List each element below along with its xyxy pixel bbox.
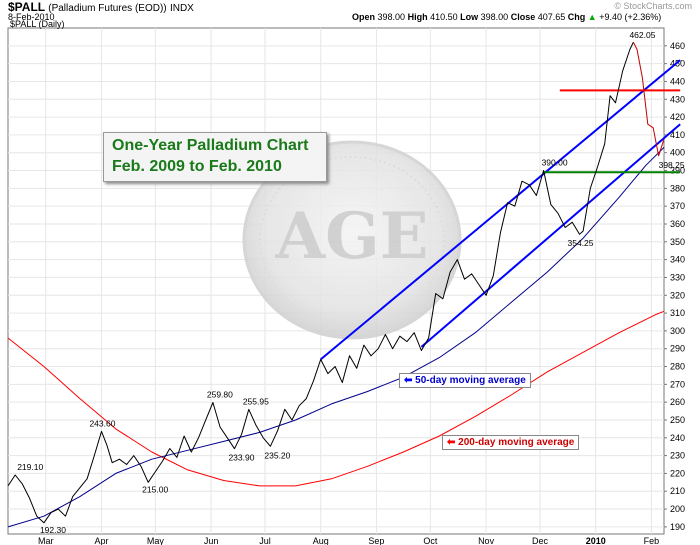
price-annotation: 219.10 <box>17 462 43 472</box>
y-tick-label: 280 <box>670 362 685 372</box>
x-tick-label: Sep <box>368 536 384 545</box>
y-tick-label: 460 <box>670 41 685 51</box>
y-tick-label: 190 <box>670 522 685 532</box>
chart-header: $PALL (Palladium Futures (EOD)) INDX © S… <box>0 0 700 28</box>
y-tick-label: 290 <box>670 344 685 354</box>
y-tick-label: 430 <box>670 94 685 104</box>
y-tick-label: 220 <box>670 468 685 478</box>
y-tick-label: 410 <box>670 130 685 140</box>
red-arrow-icon: ⬅ <box>447 437 456 448</box>
y-tick-label: 230 <box>670 451 685 461</box>
x-tick-label: Aug <box>313 536 329 545</box>
annotations-layer: 219.10 192.30 243.60 215.00 259.80 233.90 255.… <box>17 30 685 535</box>
x-tick-label: Apr <box>94 536 108 545</box>
y-tick-label: 340 <box>670 255 685 265</box>
y-tick-label: 390 <box>670 166 685 176</box>
ticker-line: $PALL (Palladium Futures (EOD)) INDX <box>8 0 194 14</box>
high-value: 410.50 <box>430 12 458 22</box>
price-annotation: 398.25 <box>659 160 685 170</box>
stockcharts-watermark: © StockCharts.com <box>614 1 692 11</box>
close-value: 407.65 <box>537 12 566 22</box>
ma50-line <box>7 147 665 528</box>
chart-date: 8-Feb-2010 <box>8 12 55 22</box>
y-tick-label: 200 <box>670 504 685 514</box>
y-tick-label: 420 <box>670 112 685 122</box>
price-annotation: 259.80 <box>207 390 233 400</box>
y-tick-label: 260 <box>670 397 685 407</box>
x-tick-label: Feb <box>644 536 660 545</box>
x-tick-label: Mar <box>38 536 54 545</box>
y-tick-label: 370 <box>670 201 685 211</box>
y-tick-label: 270 <box>670 379 685 389</box>
price-annotation: 233.90 <box>228 453 254 463</box>
price-annotation: 462.05 <box>629 30 655 40</box>
low-label: Low <box>460 12 479 22</box>
y-tick-label: 300 <box>670 326 685 336</box>
panel-label: $PALL (Daily) <box>10 19 65 29</box>
y-tick-label: 360 <box>670 219 685 229</box>
lower-channel-line <box>420 123 681 348</box>
x-axis: Mar Apr May Jun Jul Aug Sep Oct Nov Dec 2010 Feb <box>38 536 659 545</box>
ma200-line <box>7 310 665 487</box>
close-label: Close <box>510 12 536 22</box>
ma50-tag: ⬅ 50-day moving average <box>399 373 531 388</box>
y-tick-label: 250 <box>670 415 685 425</box>
y-axis: 190 200 210 220 230 240 250 260 270 280 290 300 310 3… <box>664 41 685 532</box>
y-tick-label: 440 <box>670 76 685 86</box>
ma200-tag-label: 200-day moving average <box>458 437 575 448</box>
x-tick-label: Jun <box>204 536 219 545</box>
ticker-description: (Palladium Futures (EOD)) <box>48 3 167 14</box>
y-tick-label: 310 <box>670 308 685 318</box>
open-label: Open <box>352 12 376 22</box>
upper-channel-line <box>320 59 681 361</box>
quote-summary: Open 398.00 High 410.50 Low 398.00 Close… <box>352 12 661 22</box>
price-line <box>7 41 634 524</box>
chg-label: Chg <box>567 12 586 22</box>
ma50-tag-label: 50-day moving average <box>415 375 526 386</box>
y-tick-label: 380 <box>670 183 685 193</box>
price-annotation: 235.20 <box>264 450 290 460</box>
x-tick-label: Nov <box>478 536 495 545</box>
chg-arrow-icon: ▲ <box>587 12 597 22</box>
y-tick-label: 330 <box>670 272 685 282</box>
chart-title-line-1: One-Year Palladium Chart <box>112 137 309 154</box>
x-tick-label: 2010 <box>586 536 606 545</box>
ticker-symbol: $PALL <box>8 0 45 14</box>
x-tick-label: Jul <box>259 536 271 545</box>
exchange-label: INDX <box>169 3 194 14</box>
price-annotation: 215.00 <box>142 484 168 494</box>
chart-title-line-2: Feb. 2009 to Feb. 2010 <box>112 158 282 175</box>
price-annotation: 192.30 <box>40 525 66 535</box>
blue-arrow-icon: ⬅ <box>404 375 413 386</box>
svg-text:AGE: AGE <box>274 199 428 274</box>
ma200-tag: ⬅ 200-day moving average <box>442 435 580 450</box>
y-tick-label: 320 <box>670 290 685 300</box>
low-value: 398.00 <box>480 12 509 22</box>
x-tick-label: Oct <box>423 536 438 545</box>
price-line-recent <box>632 41 665 157</box>
y-tick-label: 240 <box>670 433 685 443</box>
price-annotation: 390.00 <box>542 158 568 168</box>
open-value: 398.00 <box>377 12 406 22</box>
y-tick-label: 210 <box>670 486 685 496</box>
x-tick-label: Dec <box>532 536 549 545</box>
series-layer <box>7 41 681 528</box>
chart-title-box: One-Year Palladium Chart Feb. 2009 to Fe… <box>103 132 327 182</box>
chg-value: +9.40 (+2.36%) <box>599 12 662 22</box>
high-label: High <box>407 12 428 22</box>
price-annotation: 243.60 <box>89 418 115 428</box>
y-tick-label: 350 <box>670 237 685 247</box>
price-annotation: 255.95 <box>243 396 269 406</box>
x-tick-label: May <box>147 536 165 545</box>
y-tick-label: 400 <box>670 148 685 158</box>
price-annotation: 354.25 <box>568 238 594 248</box>
